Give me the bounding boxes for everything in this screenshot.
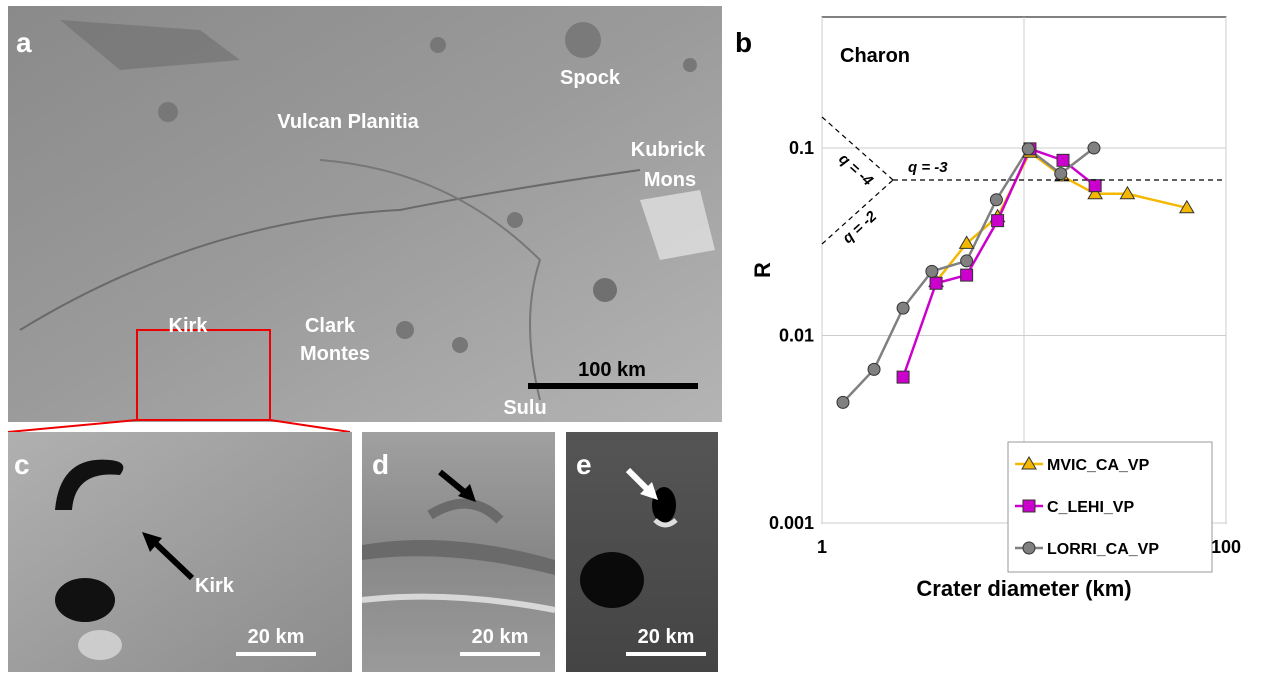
marker <box>836 395 850 409</box>
marker <box>1056 153 1070 167</box>
panel-e: e 20 km <box>566 432 718 672</box>
place-label: Sulu <box>503 397 546 419</box>
marker <box>989 193 1003 207</box>
place-label: Spock <box>560 67 621 89</box>
place-label: Clark <box>305 315 356 337</box>
slope-lines <box>821 116 1226 245</box>
scale-label: 100 km <box>578 359 646 381</box>
legend-marker <box>1021 456 1037 470</box>
chart-title: Charon <box>840 45 910 67</box>
marker <box>1088 179 1102 193</box>
place-label: Kubrick <box>631 139 706 161</box>
panel-letter: c <box>14 449 30 480</box>
legend-marker <box>1022 541 1036 555</box>
legend-label: C_LEHI_VP <box>1047 499 1134 516</box>
series-line <box>935 150 1188 283</box>
panel-letter: e <box>576 449 592 480</box>
x-tick-label: 1 <box>817 537 827 557</box>
place-label: Mons <box>644 169 696 191</box>
panel-d: d 20 km <box>361 432 556 672</box>
marker <box>1087 185 1104 200</box>
scale-label: 20 km <box>248 626 305 648</box>
y-tick-label: 0.1 <box>789 138 814 158</box>
y-axis-label: R <box>750 262 775 278</box>
marker <box>929 276 943 290</box>
marker <box>958 235 975 249</box>
marker <box>896 370 910 384</box>
marker <box>1178 199 1195 214</box>
panel-letter: d <box>372 449 389 480</box>
panel-letter: b <box>735 27 752 58</box>
marker <box>867 362 881 376</box>
place-label: Kirk <box>195 575 235 597</box>
marker <box>896 301 910 315</box>
y-tick-label: 0.001 <box>769 513 814 533</box>
scale-label: 20 km <box>638 626 695 648</box>
place-label: Kirk <box>169 315 209 337</box>
marker <box>991 214 1005 228</box>
marker <box>1054 167 1068 181</box>
marker <box>960 254 974 268</box>
marker <box>1087 141 1101 155</box>
marker <box>960 268 974 282</box>
annotation: q = -3 <box>908 159 948 176</box>
panel-a: a Vulcan Planitia Spock Kubrick Mons Kir… <box>7 6 722 433</box>
panel-letter: a <box>16 27 32 58</box>
scale-label: 20 km <box>472 626 529 648</box>
legend-label: LORRI_CA_VP <box>1047 541 1159 558</box>
place-label: Vulcan Planitia <box>277 111 419 133</box>
marker <box>1021 142 1035 156</box>
panel-c: c Kirk 20 km <box>8 432 352 672</box>
place-label: Montes <box>300 343 370 365</box>
x-axis-label: Crater diameter (km) <box>916 576 1131 601</box>
x-tick-label: 100 <box>1211 537 1241 557</box>
y-tick-label: 0.01 <box>779 326 814 346</box>
marker <box>1119 185 1136 200</box>
marker <box>925 264 939 278</box>
legend-marker <box>1022 499 1036 513</box>
legend-label: MVIC_CA_VP <box>1047 457 1150 474</box>
